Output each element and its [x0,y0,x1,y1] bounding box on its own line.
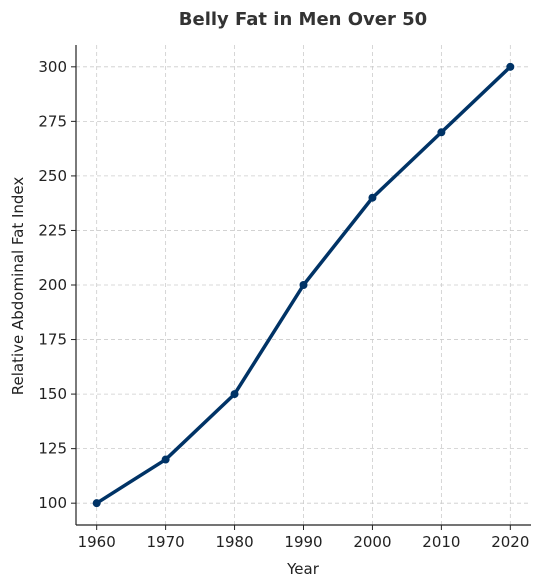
x-tick-label: 2000 [353,533,391,551]
chart-title: Belly Fat in Men Over 50 [179,9,427,30]
x-tick-label: 1980 [215,533,253,551]
data-point [230,390,239,399]
y-tick-label: 225 [38,221,67,239]
y-tick-label: 300 [38,58,67,76]
y-tick-label: 150 [38,385,67,403]
y-tick-label: 125 [38,440,67,458]
x-axis-ticks: 1960 1970 1980 1990 2000 2010 2020 [78,525,529,551]
data-point [299,281,308,289]
data-point [506,62,515,71]
x-tick-label: 2020 [491,533,529,551]
data-point [368,193,377,202]
x-tick-label: 2010 [422,533,460,551]
x-axis-label: Year [286,560,320,578]
y-tick-label: 250 [38,167,67,185]
y-axis-ticks: 100 125 150 175 200 225 250 275 300 [38,58,76,512]
data-point [92,499,101,508]
data-point [161,455,170,464]
x-tick-label: 1990 [284,533,322,551]
series [92,62,515,508]
y-tick-label: 200 [38,276,67,294]
y-tick-label: 175 [38,331,67,349]
y-tick-label: 100 [38,494,67,512]
y-tick-label: 275 [38,112,67,130]
x-tick-label: 1970 [147,533,185,551]
x-tick-label: 1960 [78,533,116,551]
y-axis-label: Relative Abdominal Fat Index [9,177,27,396]
data-point [437,128,446,137]
